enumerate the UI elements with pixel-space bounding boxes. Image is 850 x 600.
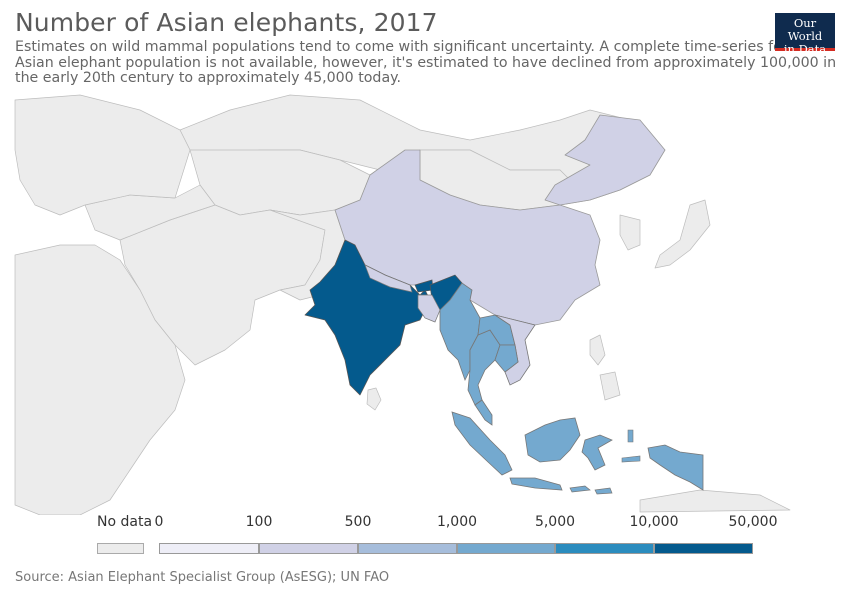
map-region-korea [619, 214, 641, 251]
country-malaysia [474, 399, 493, 426]
country-moluccas [621, 429, 641, 463]
map-region-philippines [589, 334, 621, 401]
legend-swatch-4[interactable] [555, 543, 654, 554]
country-sulawesi [581, 434, 613, 471]
country-vietnam [494, 314, 536, 386]
legend-swatch-0[interactable] [159, 543, 259, 554]
legend-no-data-label: No data [97, 514, 153, 530]
legend-swatch-5[interactable] [654, 543, 753, 554]
legend-tick-4: 5,000 [534, 514, 576, 530]
map-region-africa [14, 244, 186, 515]
logo-line-2: in Data [783, 42, 827, 56]
legend-tick-2: 500 [344, 514, 372, 530]
chart-title: Number of Asian elephants, 2017 [15, 8, 438, 37]
country-java [509, 477, 563, 491]
country-bangladesh [417, 294, 441, 323]
legend-swatch-3[interactable] [457, 543, 555, 554]
legend-tick-0: 0 [154, 514, 164, 530]
world-map[interactable] [0, 85, 850, 515]
country-lesser-sunda [569, 485, 613, 495]
country-borneo [524, 417, 581, 463]
map-region-japan [654, 199, 711, 269]
country-sumatra [451, 411, 513, 476]
map-region-europe [14, 94, 191, 216]
map-region-sri-lanka [366, 387, 382, 411]
color-legend: No data 0 100 500 1,000 5,000 10,000 50,… [0, 512, 850, 562]
legend-no-data-swatch[interactable] [97, 543, 144, 554]
map-region-australia [639, 489, 791, 513]
country-papua [647, 444, 704, 491]
source-note: Source: Asian Elephant Specialist Group … [15, 570, 390, 585]
chart-subtitle: Estimates on wild mammal populations ten… [15, 40, 837, 86]
legend-tick-6: 50,000 [728, 514, 778, 530]
legend-tick-3: 1,000 [436, 514, 478, 530]
country-nepal [364, 264, 413, 293]
owid-logo[interactable]: Our World in Data [775, 13, 835, 56]
country-cambodia [494, 344, 519, 373]
legend-swatch-2[interactable] [358, 543, 457, 554]
legend-tick-1: 100 [245, 514, 273, 530]
legend-tick-5: 10,000 [629, 514, 679, 530]
legend-swatch-1[interactable] [259, 543, 358, 554]
logo-line-1: Our World [787, 16, 823, 43]
